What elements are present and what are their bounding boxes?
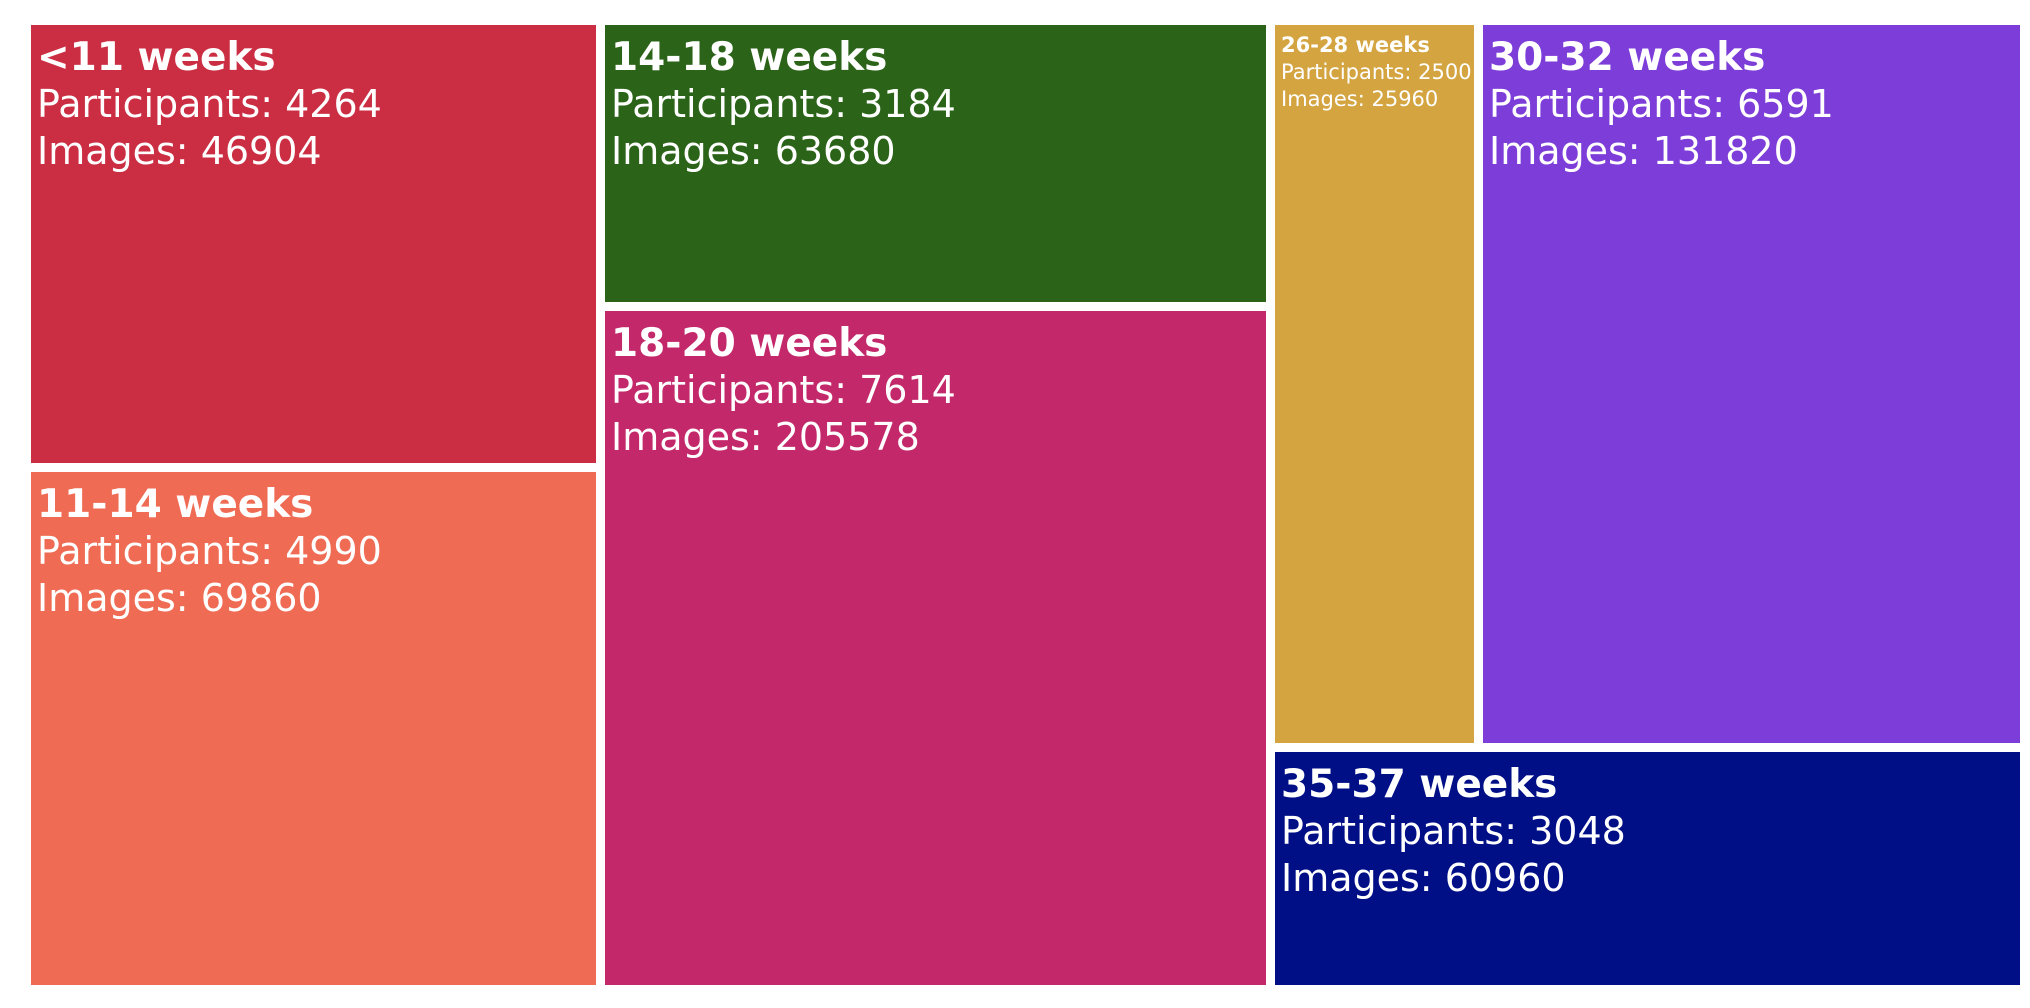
tile-participants: Participants: 6591 [1489,82,1834,126]
tile-images: Images: 69860 [37,576,322,620]
tile-18-20-weeks[interactable]: 18-20 weeks Participants: 7614 Images: 2… [605,311,1266,985]
tile-images: Images: 63680 [611,129,896,173]
tile-title: 35-37 weeks [1281,762,1558,807]
tile-lt-11-weeks[interactable]: <11 weeks Participants: 4264 Images: 469… [31,25,596,463]
tile-label: 35-37 weeks Participants: 3048 Images: 6… [1281,761,1626,902]
tile-images: Images: 205578 [611,415,920,459]
tile-30-32-weeks[interactable]: 30-32 weeks Participants: 6591 Images: 1… [1483,25,2020,743]
tile-title: <11 weeks [37,35,276,80]
tile-images: Images: 60960 [1281,856,1566,900]
tile-participants: Participants: 3184 [611,82,956,126]
tile-35-37-weeks[interactable]: 35-37 weeks Participants: 3048 Images: 6… [1275,752,2020,985]
tile-participants: Participants: 4990 [37,529,382,573]
tile-participants: Participants: 2500 [1281,60,1472,84]
tile-title: 26-28 weeks [1281,33,1430,57]
tile-14-18-weeks[interactable]: 14-18 weeks Participants: 3184 Images: 6… [605,25,1266,302]
tile-label: 14-18 weeks Participants: 3184 Images: 6… [611,34,956,175]
tile-images: Images: 25960 [1281,87,1439,111]
tile-title: 18-20 weeks [611,321,888,366]
tile-label: <11 weeks Participants: 4264 Images: 469… [37,34,382,175]
tile-label: 26-28 weeks Participants: 2500 Images: 2… [1281,32,1472,113]
tile-26-28-weeks[interactable]: 26-28 weeks Participants: 2500 Images: 2… [1275,25,1474,743]
tile-title: 11-14 weeks [37,482,314,527]
tile-participants: Participants: 3048 [1281,809,1626,853]
tile-label: 18-20 weeks Participants: 7614 Images: 2… [611,320,956,461]
tile-11-14-weeks[interactable]: 11-14 weeks Participants: 4990 Images: 6… [31,472,596,985]
tile-images: Images: 46904 [37,129,322,173]
tile-images: Images: 131820 [1489,129,1798,173]
tile-title: 30-32 weeks [1489,35,1766,80]
tile-participants: Participants: 4264 [37,82,382,126]
tile-title: 14-18 weeks [611,35,888,80]
tile-participants: Participants: 7614 [611,368,956,412]
tile-label: 11-14 weeks Participants: 4990 Images: 6… [37,481,382,622]
tile-label: 30-32 weeks Participants: 6591 Images: 1… [1489,34,1834,175]
